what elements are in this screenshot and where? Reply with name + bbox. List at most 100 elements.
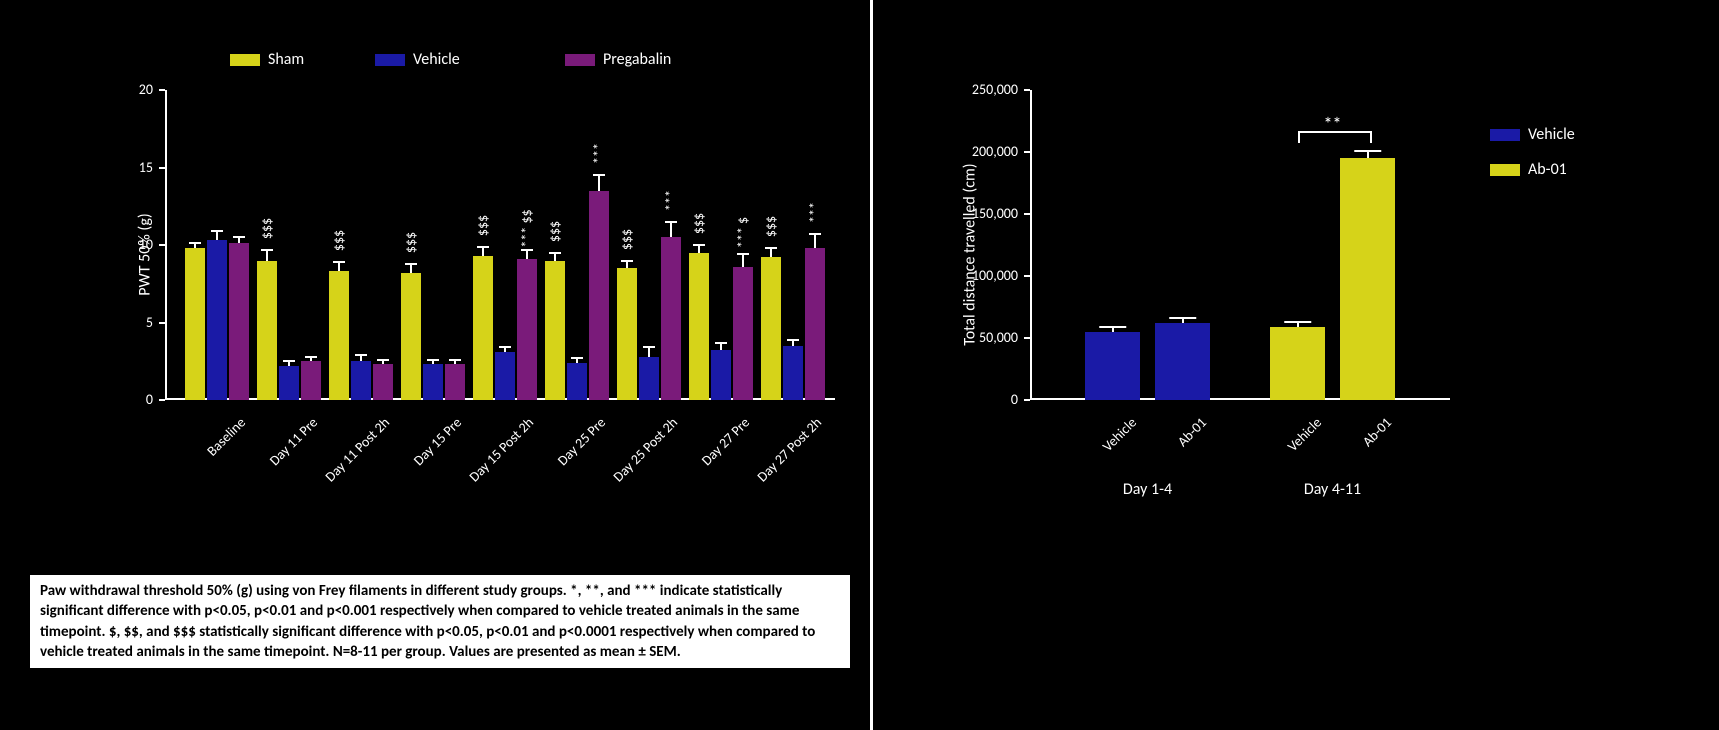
bar-fill: [185, 248, 205, 400]
error-cap: [477, 246, 489, 248]
error-cap: [571, 357, 583, 359]
error-cap: [261, 249, 273, 251]
bar-fill: [617, 268, 637, 400]
group-label: Day 4-11: [1270, 480, 1395, 499]
error-cap: [787, 339, 799, 341]
significance-marker: *** $: [735, 217, 752, 248]
bar-fill: [329, 271, 349, 400]
bar: [545, 261, 565, 401]
significance-marker: $$$: [763, 216, 780, 237]
legend-vehicle-swatch: [375, 54, 405, 66]
xtick-label: Day 15 Pre: [389, 414, 465, 490]
error-cap: [283, 360, 295, 362]
error-cap: [355, 354, 367, 356]
error-bar: [648, 347, 650, 356]
bar: [567, 363, 587, 400]
ytick: [1024, 89, 1030, 91]
chart2-ylabel: Total distance travelled (cm): [961, 115, 980, 395]
legend-sham-swatch: [230, 54, 260, 66]
legend-sham-label: Sham: [268, 50, 304, 69]
bar-fill: [761, 257, 781, 400]
error-cap: [665, 221, 677, 223]
error-cap: [305, 356, 317, 358]
xtick-label: Day 25 Post 2h: [605, 414, 681, 490]
xtick-label: Baseline: [173, 414, 249, 490]
legend2-vehicle-label: Vehicle: [1528, 125, 1575, 144]
bar: [1340, 158, 1395, 400]
significance-marker: $$$: [259, 217, 276, 238]
error-cap: [1169, 317, 1197, 319]
ytick: [159, 167, 165, 169]
bar-fill: [301, 361, 321, 400]
legend-sham: Sham: [230, 50, 304, 69]
significance-marker: ***: [591, 143, 608, 164]
bar: [423, 364, 443, 400]
error-cap: [405, 263, 417, 265]
error-bar: [720, 343, 722, 351]
bar: [279, 366, 299, 400]
ytick: [1024, 399, 1030, 401]
ytick: [1024, 213, 1030, 215]
error-cap: [427, 359, 439, 361]
xtick-label: Vehicle: [1263, 414, 1325, 476]
error-cap: [715, 342, 727, 344]
bar: [351, 361, 371, 400]
ytick-label: 150,000: [948, 205, 1018, 222]
bar-fill: [639, 357, 659, 400]
error-cap: [621, 260, 633, 262]
xtick-label: Day 15 Post 2h: [461, 414, 537, 490]
ytick: [159, 399, 165, 401]
group-label: Day 1-4: [1085, 480, 1210, 499]
xtick-label: Ab-01: [1148, 414, 1210, 476]
bar: [1085, 332, 1140, 400]
xtick-label: Vehicle: [1078, 414, 1140, 476]
bar: [329, 271, 349, 400]
error-cap: [211, 230, 223, 232]
bar-fill: [495, 352, 515, 400]
error-cap: [499, 346, 511, 348]
pwt-bar-chart: 05101520BaselineDay 11 PreDay 11 Post 2h…: [165, 90, 835, 400]
bar-fill: [589, 191, 609, 400]
page-root: 05101520BaselineDay 11 PreDay 11 Post 2h…: [0, 0, 1719, 730]
chart1-ylabel: PWT 50% (g): [136, 155, 155, 355]
error-cap: [643, 346, 655, 348]
ytick: [1024, 275, 1030, 277]
error-bar: [266, 250, 268, 261]
error-cap: [549, 252, 561, 254]
significance-marker: $$$: [691, 213, 708, 234]
error-bar: [216, 231, 218, 240]
error-bar: [814, 234, 816, 248]
error-bar: [670, 222, 672, 238]
bar-fill: [257, 261, 277, 401]
ytick-label: 50,000: [948, 329, 1018, 346]
error-bar: [482, 247, 484, 256]
error-cap: [1284, 321, 1312, 323]
legend2-vehicle: Vehicle: [1490, 125, 1575, 144]
error-bar: [410, 264, 412, 273]
bar: [1270, 327, 1325, 400]
significance-marker: $$$: [331, 230, 348, 251]
bar: [617, 268, 637, 400]
legend2-ab01-swatch: [1490, 164, 1520, 176]
error-bar: [626, 261, 628, 269]
error-bar: [598, 175, 600, 191]
error-cap: [737, 253, 749, 255]
bar: [639, 357, 659, 400]
bar: [517, 259, 537, 400]
bar: [589, 191, 609, 400]
ytick-label: 0: [948, 391, 1018, 408]
ytick-label: 200,000: [948, 143, 1018, 160]
y-axis: [165, 90, 167, 400]
bar: [257, 261, 277, 401]
error-bar: [698, 245, 700, 253]
ytick: [159, 322, 165, 324]
bar-fill: [423, 364, 443, 400]
bar-fill: [473, 256, 493, 400]
error-cap: [765, 247, 777, 249]
error-cap: [521, 249, 533, 251]
bar: [689, 253, 709, 400]
figure-caption: Paw withdrawal threshold 50% (g) using v…: [30, 575, 850, 668]
xtick-label: Day 11 Pre: [245, 414, 321, 490]
bar: [761, 257, 781, 400]
error-cap: [189, 242, 201, 244]
